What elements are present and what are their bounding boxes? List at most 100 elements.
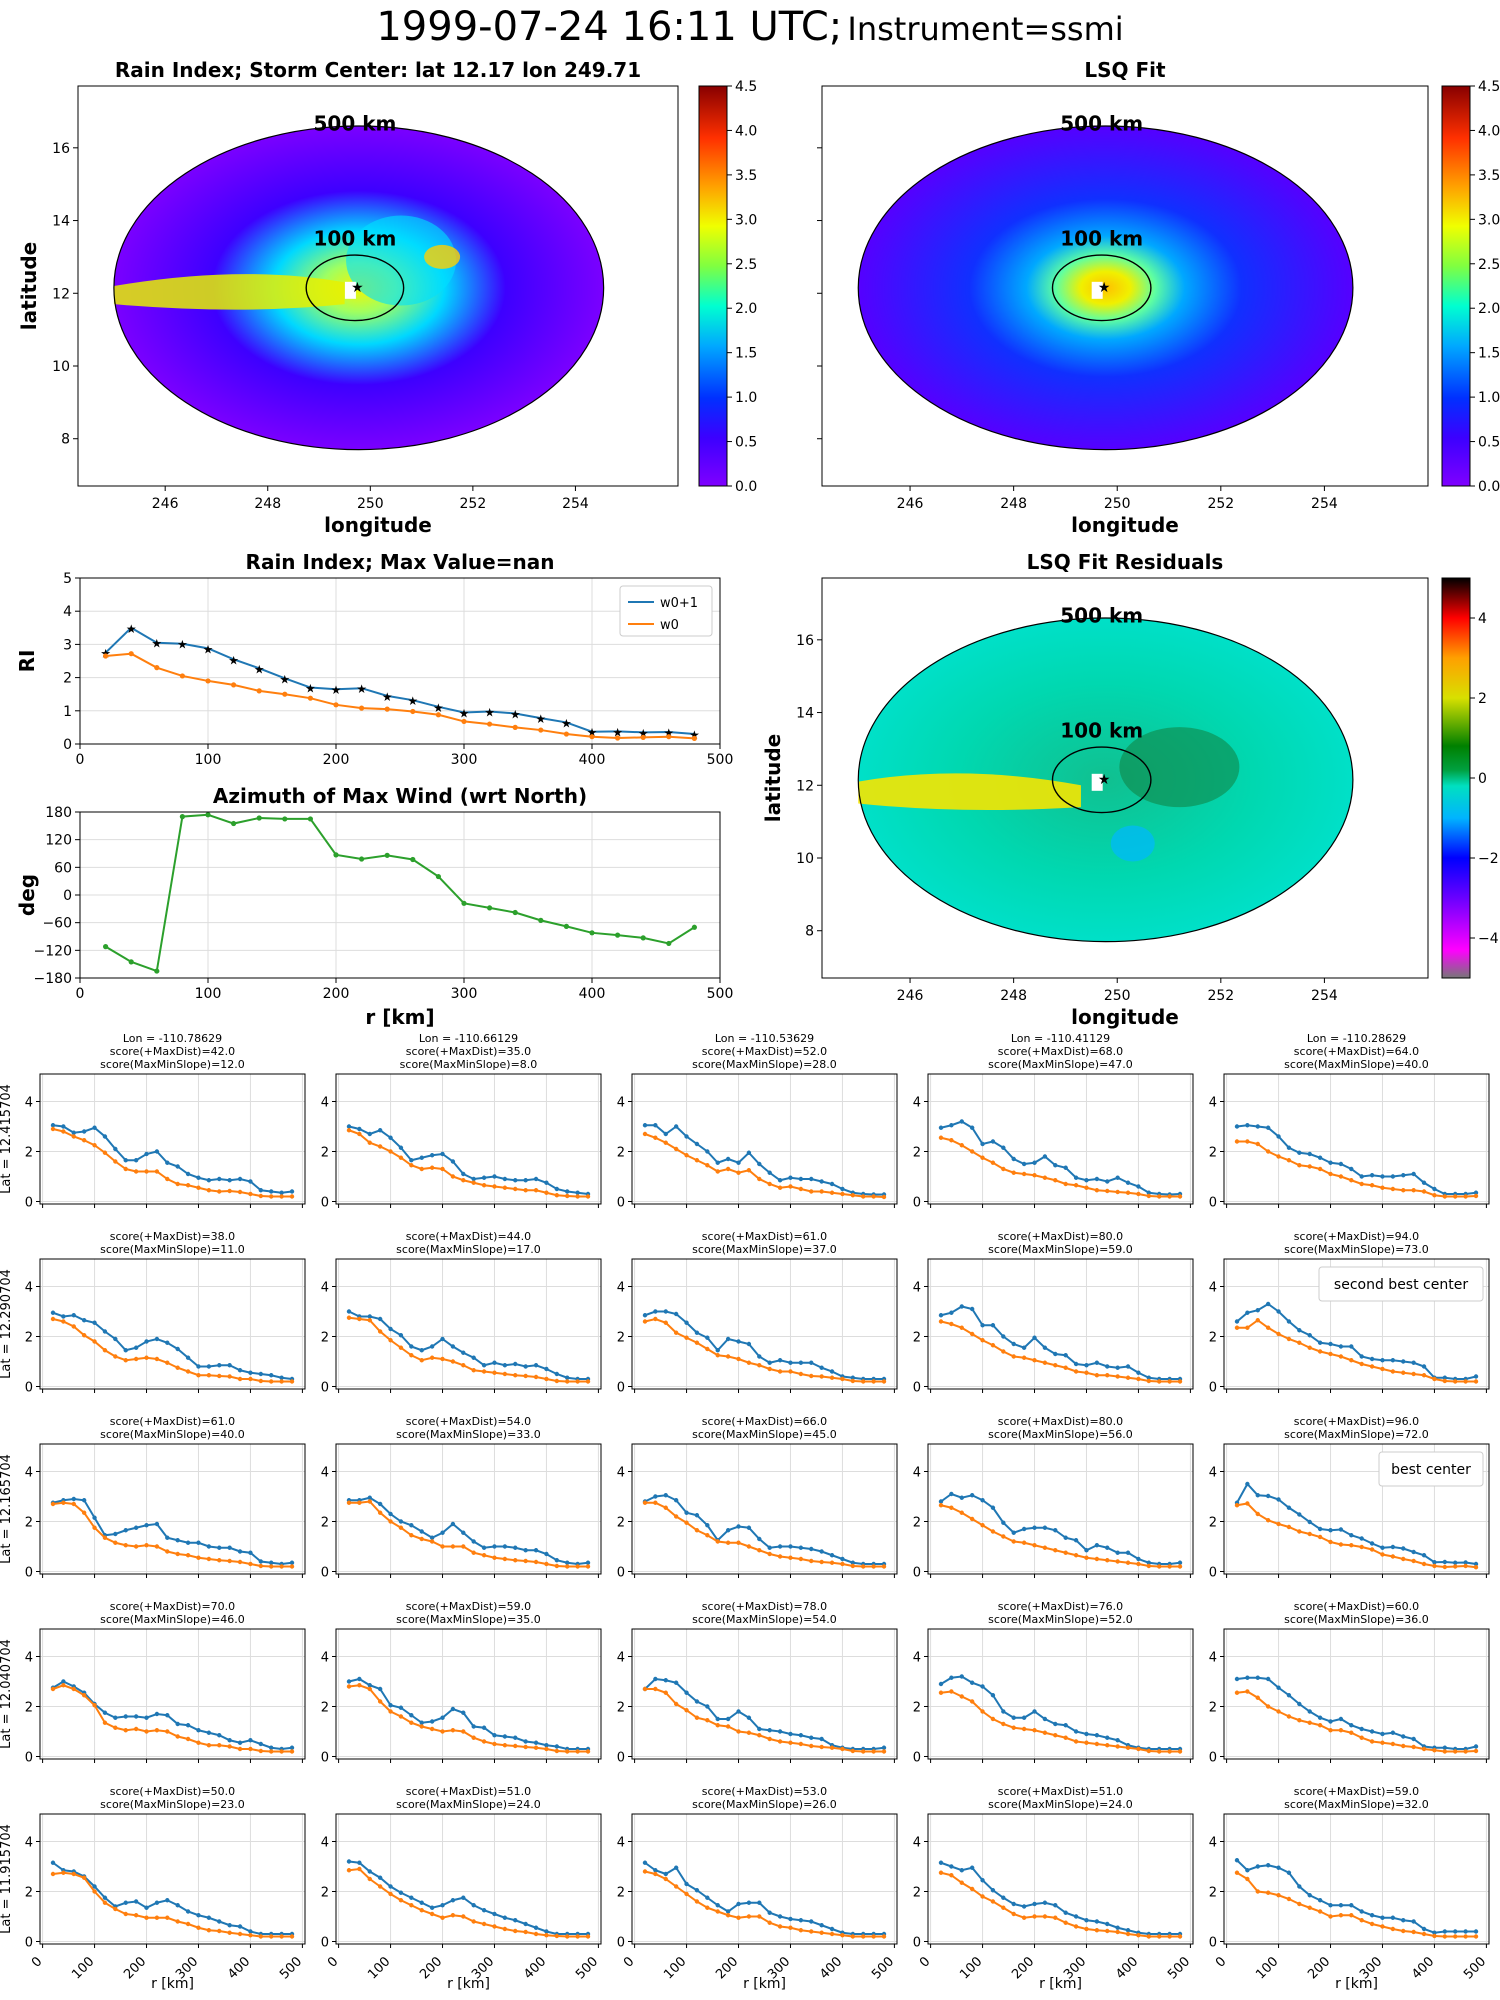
series-point: [980, 1323, 985, 1328]
series-point: [538, 727, 544, 733]
series-point: [367, 1140, 372, 1145]
series-point: [377, 1144, 383, 1149]
series-point: [1157, 1749, 1162, 1754]
series-point: [1011, 1725, 1016, 1730]
grid-cell-r1-c4: 024score(+MaxDist)=94.0score(MaxMinSlope…: [1209, 1230, 1490, 1396]
series-point: [1053, 1163, 1058, 1168]
y-tick-label: 4: [913, 1281, 921, 1296]
series-w1: [52, 1680, 293, 1751]
series-point: [533, 1188, 539, 1193]
series-point: [959, 1694, 964, 1699]
series-point: [185, 1540, 191, 1545]
series-point: [388, 1149, 393, 1154]
y-tick-label: 0: [321, 1936, 329, 1951]
series-point: [196, 1555, 201, 1560]
plot-frame: [335, 1813, 602, 1945]
series-point: [949, 1864, 954, 1869]
x-tick-label: 0: [325, 1954, 341, 1970]
series-point: [81, 1875, 87, 1880]
series-point: [269, 1373, 274, 1378]
series-point: [1234, 1503, 1240, 1508]
series-point: [757, 1161, 762, 1167]
series-point: [1349, 1913, 1354, 1918]
series-point: [279, 1564, 284, 1569]
series-point: [279, 1379, 284, 1384]
series-point: [1053, 1363, 1058, 1368]
series-point: [492, 1924, 497, 1929]
series-point: [938, 1499, 944, 1504]
x-tick-label: 200: [713, 1954, 741, 1982]
series-point: [1084, 1548, 1089, 1553]
series-point: [154, 1336, 160, 1342]
series-point: [829, 1926, 835, 1932]
series-point: [419, 1536, 424, 1542]
series-point: [367, 1495, 372, 1500]
series-point: [1265, 1518, 1271, 1523]
series-point: [513, 1373, 518, 1378]
series-point: [1245, 1310, 1250, 1315]
series-point: [1105, 1743, 1110, 1748]
x-tick-label: 0: [29, 1954, 45, 1970]
series-point: [133, 1714, 139, 1719]
series-line-0: [105, 813, 695, 973]
series-point: [1125, 1550, 1131, 1555]
x-axis-label: longitude: [1071, 1005, 1179, 1029]
series-point: [1369, 1173, 1375, 1178]
series-point: [1317, 1909, 1323, 1914]
series-point: [227, 1744, 232, 1749]
series-point: [248, 1933, 253, 1938]
series-point: [1146, 1193, 1152, 1199]
series-point: [694, 1158, 700, 1163]
colorbar-ramp: [1441, 85, 1471, 487]
series-point: [777, 1729, 783, 1734]
series-point: [980, 1709, 985, 1714]
grid-cell-r4-c1: 024score(+MaxDist)=51.0score(MaxMinSlope…: [321, 1785, 602, 1992]
series-point: [502, 1734, 508, 1739]
series-point: [1432, 1933, 1437, 1939]
series-w0: [52, 1871, 293, 1938]
rain-cell: [424, 244, 461, 269]
series-point: [1328, 1341, 1333, 1347]
series-point: [1032, 1901, 1037, 1907]
series-point: [653, 1676, 658, 1682]
series-point: [705, 1704, 710, 1709]
series-w1: [644, 1861, 885, 1935]
series-point: [1084, 1185, 1089, 1190]
y-tick-label: 2: [1209, 1331, 1217, 1346]
y-tick-label: 0: [617, 1936, 625, 1951]
series-point: [1146, 1560, 1152, 1565]
series-point: [1473, 1379, 1479, 1384]
series-point: [206, 1730, 212, 1735]
series-point: [969, 1865, 975, 1870]
ring-100km: [1051, 254, 1152, 322]
series-point: [554, 1933, 560, 1939]
series-point: [736, 1524, 741, 1529]
series-point: [248, 1191, 253, 1197]
y-tick-label: 2: [1209, 1886, 1217, 1901]
series-point: [1125, 1745, 1131, 1750]
series-point: [1011, 1354, 1016, 1359]
series-point: [1411, 1919, 1416, 1924]
plot-frame: [927, 1073, 1194, 1205]
series-point: [1453, 1564, 1458, 1569]
series-point: [61, 1319, 66, 1324]
series-point: [653, 1494, 658, 1499]
series-point: [871, 1749, 876, 1754]
series-point: [71, 1313, 76, 1318]
series-point: [1307, 1151, 1312, 1157]
series-point: [663, 1131, 668, 1137]
series-point: [554, 1748, 560, 1754]
y-tick-label: 2: [321, 1701, 329, 1716]
series-point: [487, 905, 493, 911]
series-point: [653, 1868, 658, 1873]
series-point: [1001, 1721, 1006, 1727]
series-point: [1094, 1373, 1100, 1378]
series-point: [357, 1131, 362, 1137]
series-point: [829, 1181, 835, 1187]
series-point: [788, 1360, 793, 1365]
series-point: [1369, 1921, 1375, 1927]
series-point: [705, 1346, 710, 1352]
series-point: [123, 1728, 128, 1733]
series-point: [1021, 1355, 1027, 1360]
y-tick-label: 4: [25, 1096, 33, 1111]
